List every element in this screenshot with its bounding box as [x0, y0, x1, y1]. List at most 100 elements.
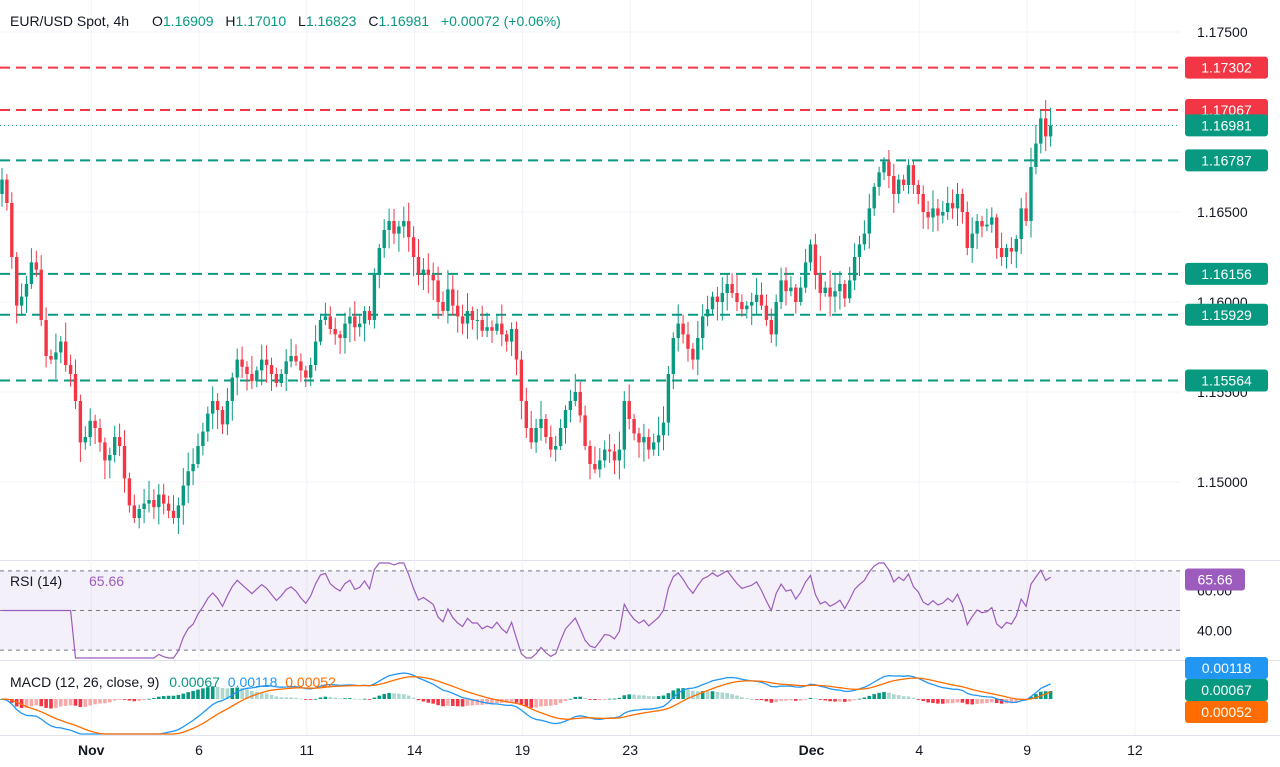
macd-histogram-bar [519, 699, 524, 705]
macd-histogram-bar [534, 699, 538, 708]
candle-body [215, 401, 220, 410]
macd-histogram-bar [372, 697, 377, 699]
candle-body [901, 179, 906, 185]
macd-histogram-bar [245, 689, 249, 699]
candle-body [245, 366, 249, 374]
candle-body [799, 287, 803, 302]
candle-body [103, 442, 107, 461]
candle-body [534, 428, 538, 443]
macd-histogram-bar [872, 694, 876, 699]
x-tick-label: 6 [195, 742, 203, 758]
macd-histogram-bar [764, 699, 769, 702]
macd-histogram-bar [112, 699, 117, 701]
macd-histogram-bar [720, 692, 725, 699]
macd-histogram-bar [803, 699, 808, 700]
candle-body [970, 233, 974, 248]
candle-body [848, 280, 852, 299]
candle-body [911, 165, 916, 185]
candle-body [730, 284, 734, 293]
candle-body [558, 428, 563, 446]
macd-value-tag [1185, 701, 1268, 723]
candle-body [1048, 125, 1053, 137]
candle-body [720, 293, 724, 302]
candle-body [808, 244, 813, 263]
macd-histogram-bar [896, 695, 901, 699]
candle-body [779, 280, 783, 302]
candle-body [392, 221, 396, 234]
macd-histogram-bar [544, 699, 548, 707]
candle-body [426, 269, 430, 275]
candle-body [372, 275, 377, 320]
candle-body [941, 212, 945, 216]
macd-histogram-bar [852, 699, 857, 701]
macd-histogram-bar [206, 687, 210, 699]
macd-histogram-bar [220, 688, 225, 699]
candle-body [774, 302, 778, 335]
candle-body [142, 503, 146, 509]
candle-body [906, 165, 911, 185]
candle-body [867, 208, 871, 234]
last-price-tag [1185, 114, 1268, 137]
macd-histogram-bar [563, 699, 568, 701]
candle-body [49, 356, 53, 360]
macd-histogram-bar [446, 699, 450, 706]
candle-body [29, 262, 34, 284]
rsi-legend-label: RSI (14) [10, 573, 62, 589]
macd-histogram-bar [475, 699, 480, 705]
candle-body [255, 370, 259, 382]
candle-body [132, 505, 136, 518]
candle-body [402, 221, 406, 227]
macd-histogram-bar [387, 692, 391, 699]
macd-histogram-bar [24, 699, 29, 708]
support-resistance-lines [0, 66, 1180, 382]
level-tag-label: 1.16156 [1201, 266, 1252, 282]
candle-body [818, 275, 822, 293]
candle-body [769, 320, 773, 335]
candle-body [578, 392, 582, 416]
candle-body [612, 451, 617, 461]
candle-body [857, 244, 862, 257]
macd-histogram-bar [83, 699, 88, 707]
candle-body [833, 291, 837, 297]
macd-histogram-bar [945, 699, 950, 704]
macd-histogram-bar [59, 699, 63, 707]
candle-body [691, 348, 695, 360]
macd-histogram-bar [19, 699, 24, 708]
macd-histogram-bar [759, 699, 764, 701]
macd-histogram-bar [622, 695, 627, 699]
candle-body [24, 284, 29, 297]
candle-body [642, 437, 646, 443]
macd-histogram-bar [421, 699, 426, 702]
candle-body [34, 262, 38, 270]
macd-histogram-bar [29, 699, 34, 707]
candle-body [186, 471, 190, 486]
candle-body [201, 431, 205, 446]
macd-histogram-bar [975, 699, 979, 704]
candle-body [108, 455, 112, 461]
macd-histogram-bar [970, 699, 974, 705]
macd-histogram-bar [980, 699, 984, 704]
macd-histogram-bar [73, 699, 78, 706]
candle-body [83, 437, 87, 443]
candle-body [407, 221, 411, 238]
macd-histogram-bar [117, 699, 122, 700]
candle-body [897, 179, 901, 194]
candle-body [279, 374, 283, 383]
candle-body [936, 208, 940, 216]
macd-histogram-bar [549, 699, 553, 706]
macd-histogram-bar [255, 691, 259, 699]
candle-body [181, 485, 185, 506]
candle-body [348, 316, 352, 324]
macd-histogram-bar [862, 697, 867, 699]
macd-histogram-bar [705, 691, 710, 699]
macd-histogram-bar [504, 699, 509, 703]
candle-body [598, 460, 602, 470]
level-tag [1185, 56, 1268, 79]
x-tick-label: 11 [300, 742, 315, 758]
candle-body [304, 370, 308, 378]
macd-histogram-bar [857, 698, 862, 700]
candle-body [999, 248, 1004, 257]
candle-body [1034, 143, 1038, 167]
